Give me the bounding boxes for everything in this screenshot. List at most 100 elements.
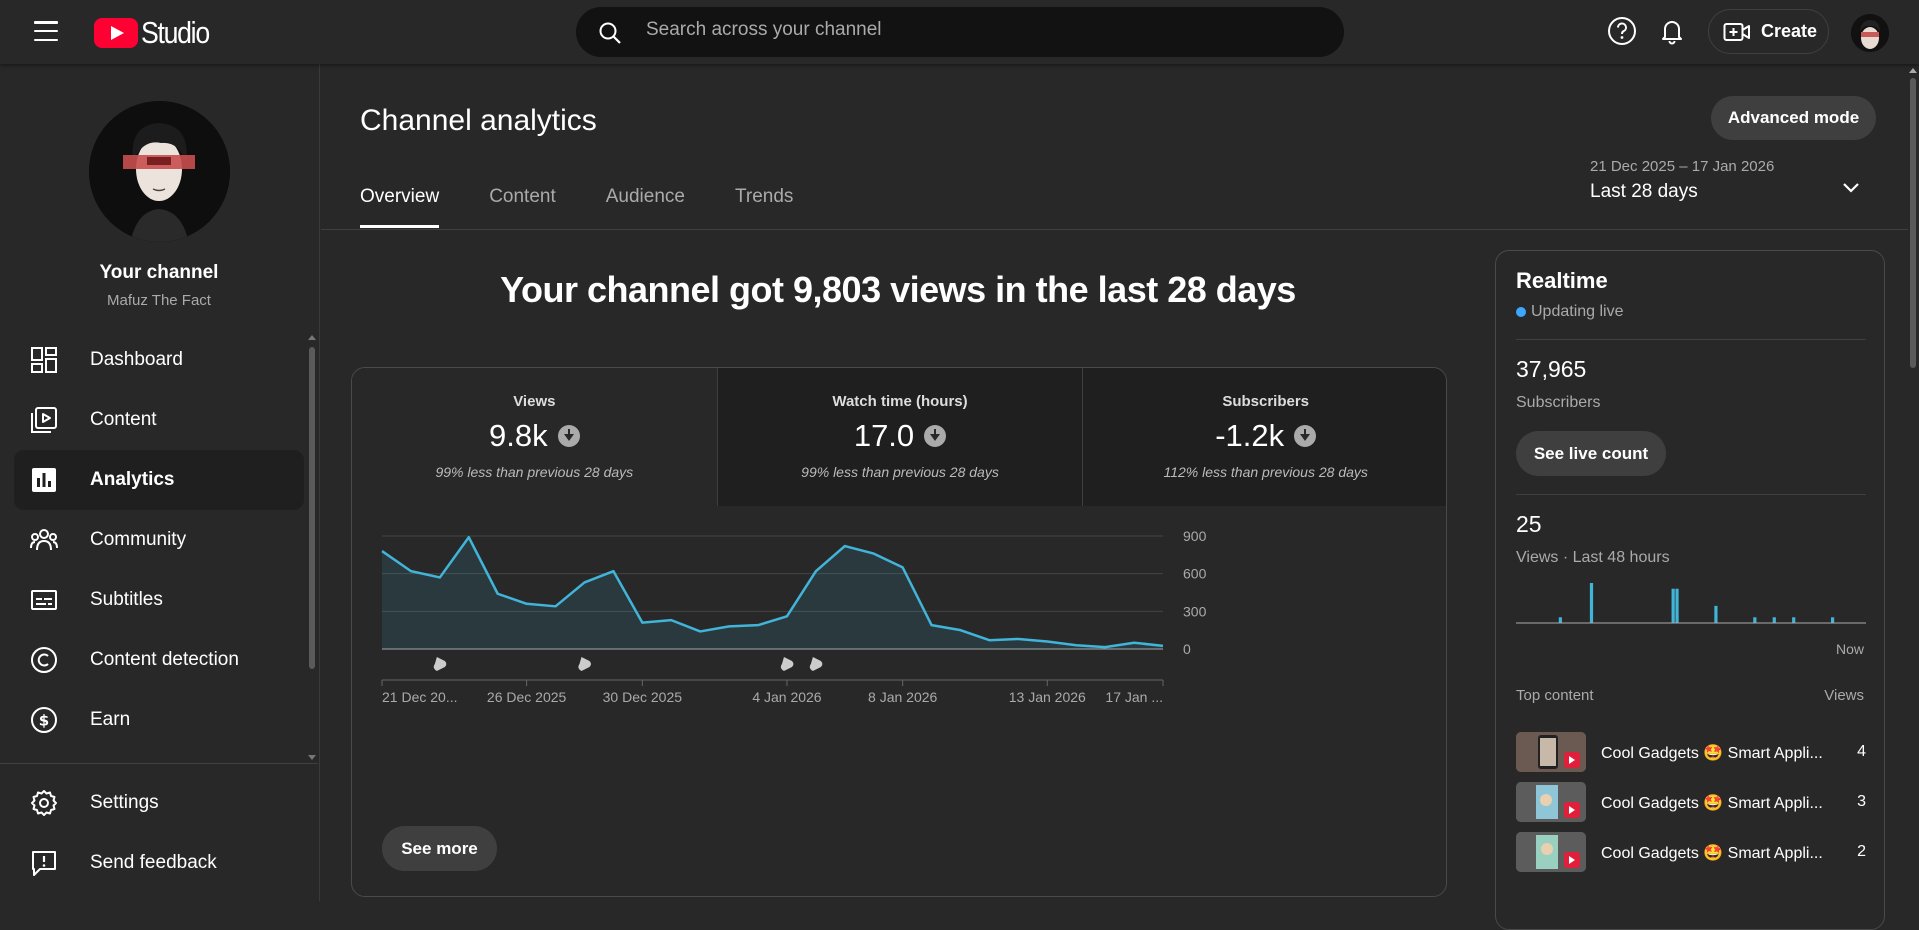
sidebar-item-label: Subtitles: [90, 589, 163, 611]
metric-subscribers[interactable]: Subscribers -1.2k 112% less than previou…: [1082, 368, 1447, 506]
channel-avatar[interactable]: [89, 101, 230, 242]
overview-card: Views 9.8k 99% less than previous 28 day…: [351, 367, 1447, 897]
search-bar[interactable]: [576, 7, 1344, 57]
sidebar-item-content[interactable]: Content: [14, 390, 304, 450]
metric-label: Subscribers: [1083, 393, 1447, 410]
sidebar-item-label: Analytics: [90, 469, 174, 491]
realtime-bar: [1675, 589, 1678, 623]
notifications-icon[interactable]: [1657, 16, 1687, 46]
create-video-icon: [1723, 21, 1751, 43]
page-scroll-up[interactable]: [1909, 68, 1917, 73]
menu-icon[interactable]: [34, 21, 58, 41]
sidebar-item-analytics[interactable]: Analytics: [14, 450, 304, 510]
sidebar-item-label: Send feedback: [90, 852, 217, 874]
video-views: 3: [1857, 793, 1866, 811]
tab-trends[interactable]: Trends: [735, 186, 793, 228]
create-button[interactable]: Create: [1708, 9, 1829, 54]
realtime-bar: [1590, 583, 1593, 623]
sidebar-bottom-nav: Settings Send feedback: [14, 773, 304, 893]
realtime-bar: [1773, 617, 1776, 623]
video-title: Cool Gadgets 🤩 Smart Appli...: [1601, 743, 1823, 763]
content-detection-icon: [30, 646, 58, 674]
account-avatar[interactable]: [1851, 14, 1889, 52]
feedback-icon: [30, 849, 58, 877]
realtime-title: Realtime: [1516, 268, 1608, 294]
community-icon: [30, 526, 58, 554]
date-range-picker[interactable]: 21 Dec 2025 – 17 Jan 2026 Last 28 days: [1590, 158, 1880, 214]
analytics-tabs: Overview Content Audience Trends: [360, 186, 843, 228]
help-icon[interactable]: [1607, 16, 1637, 46]
see-live-count-button[interactable]: See live count: [1516, 431, 1666, 476]
studio-logo[interactable]: Studio: [94, 15, 220, 51]
sidebar-item-settings[interactable]: Settings: [14, 773, 304, 833]
sidebar-scroll-up[interactable]: [308, 335, 316, 340]
realtime-bar: [1792, 617, 1795, 623]
earn-icon: $: [30, 706, 58, 734]
page-scrollbar[interactable]: [1908, 64, 1919, 901]
subtitles-icon: [30, 586, 58, 614]
sidebar-scroll-down[interactable]: [308, 755, 316, 760]
arrow-down-icon: [558, 425, 580, 447]
top-content-item[interactable]: Cool Gadgets 🤩 Smart Appli... 4: [1516, 732, 1866, 774]
shorts-icon: [810, 657, 823, 671]
realtime-bar: [1559, 617, 1562, 623]
search-input[interactable]: [646, 19, 1246, 41]
advanced-mode-button[interactable]: Advanced mode: [1711, 96, 1876, 140]
metric-note: 112% less than previous 28 days: [1083, 464, 1447, 480]
svg-text:$: $: [39, 712, 49, 730]
sidebar-item-label: Content: [90, 409, 157, 431]
sidebar-item-label: Earn: [90, 709, 130, 731]
shorts-icon: [578, 657, 591, 671]
arrow-down-icon: [924, 425, 946, 447]
metric-views[interactable]: Views 9.8k 99% less than previous 28 day…: [352, 368, 717, 506]
sidebar-item-subtitles[interactable]: Subtitles: [14, 570, 304, 630]
page-title: Channel analytics: [360, 104, 597, 138]
sidebar-item-earn[interactable]: $ Earn: [14, 690, 304, 750]
sidebar-item-dashboard[interactable]: Dashboard: [14, 330, 304, 390]
see-more-button[interactable]: See more: [382, 826, 497, 871]
page-scroll-thumb[interactable]: [1910, 78, 1916, 368]
sidebar-item-send-feedback[interactable]: Send feedback: [14, 833, 304, 893]
analytics-icon: [30, 466, 58, 494]
metric-value-row: -1.2k: [1215, 418, 1316, 454]
channel-name: Your channel: [0, 262, 318, 284]
y-tick-label: 600: [1183, 566, 1207, 582]
realtime-bar: [1672, 589, 1675, 623]
tab-content[interactable]: Content: [489, 186, 556, 228]
realtime-card: Realtime Updating live 37,965 Subscriber…: [1495, 250, 1885, 930]
x-tick-label: 30 Dec 2025: [603, 689, 683, 705]
metric-tabs: Views 9.8k 99% less than previous 28 day…: [352, 368, 1447, 506]
sidebar-scrollbar[interactable]: [309, 347, 315, 669]
sidebar-item-content-detection[interactable]: Content detection: [14, 630, 304, 690]
settings-icon: [30, 789, 58, 817]
logo-text: Studio: [141, 15, 209, 51]
metric-label: Watch time (hours): [718, 393, 1083, 410]
realtime-views-chart[interactable]: [1516, 573, 1868, 633]
sidebar-item-community[interactable]: Community: [14, 510, 304, 570]
video-thumbnail: [1516, 732, 1586, 772]
realtime-bar: [1714, 606, 1717, 623]
x-tick-label: 17 Jan ...: [1105, 689, 1163, 705]
metric-note: 99% less than previous 28 days: [718, 464, 1083, 480]
realtime-bar: [1831, 617, 1834, 623]
top-content-item[interactable]: Cool Gadgets 🤩 Smart Appli... 3: [1516, 782, 1866, 824]
y-tick-label: 0: [1183, 641, 1191, 657]
video-views: 2: [1857, 843, 1866, 861]
top-content-item[interactable]: Cool Gadgets 🤩 Smart Appli... 2: [1516, 832, 1866, 874]
sidebar-item-label: Community: [90, 529, 186, 551]
views-column-heading: Views: [1824, 687, 1864, 704]
metric-watch-time[interactable]: Watch time (hours) 17.0 99% less than pr…: [717, 368, 1083, 506]
metric-note: 99% less than previous 28 days: [352, 464, 717, 480]
tab-audience[interactable]: Audience: [606, 186, 685, 228]
views-headline: Your channel got 9,803 views in the last…: [321, 269, 1475, 311]
dashboard-icon: [30, 346, 58, 374]
content-icon: [30, 406, 58, 434]
metric-value: -1.2k: [1215, 418, 1284, 454]
divider: [1516, 494, 1866, 495]
shorts-icon: [781, 657, 794, 671]
sidebar-item-label: Dashboard: [90, 349, 183, 371]
divider: [1516, 339, 1866, 340]
realtime-bar: [1753, 617, 1756, 623]
tab-overview[interactable]: Overview: [360, 186, 439, 228]
